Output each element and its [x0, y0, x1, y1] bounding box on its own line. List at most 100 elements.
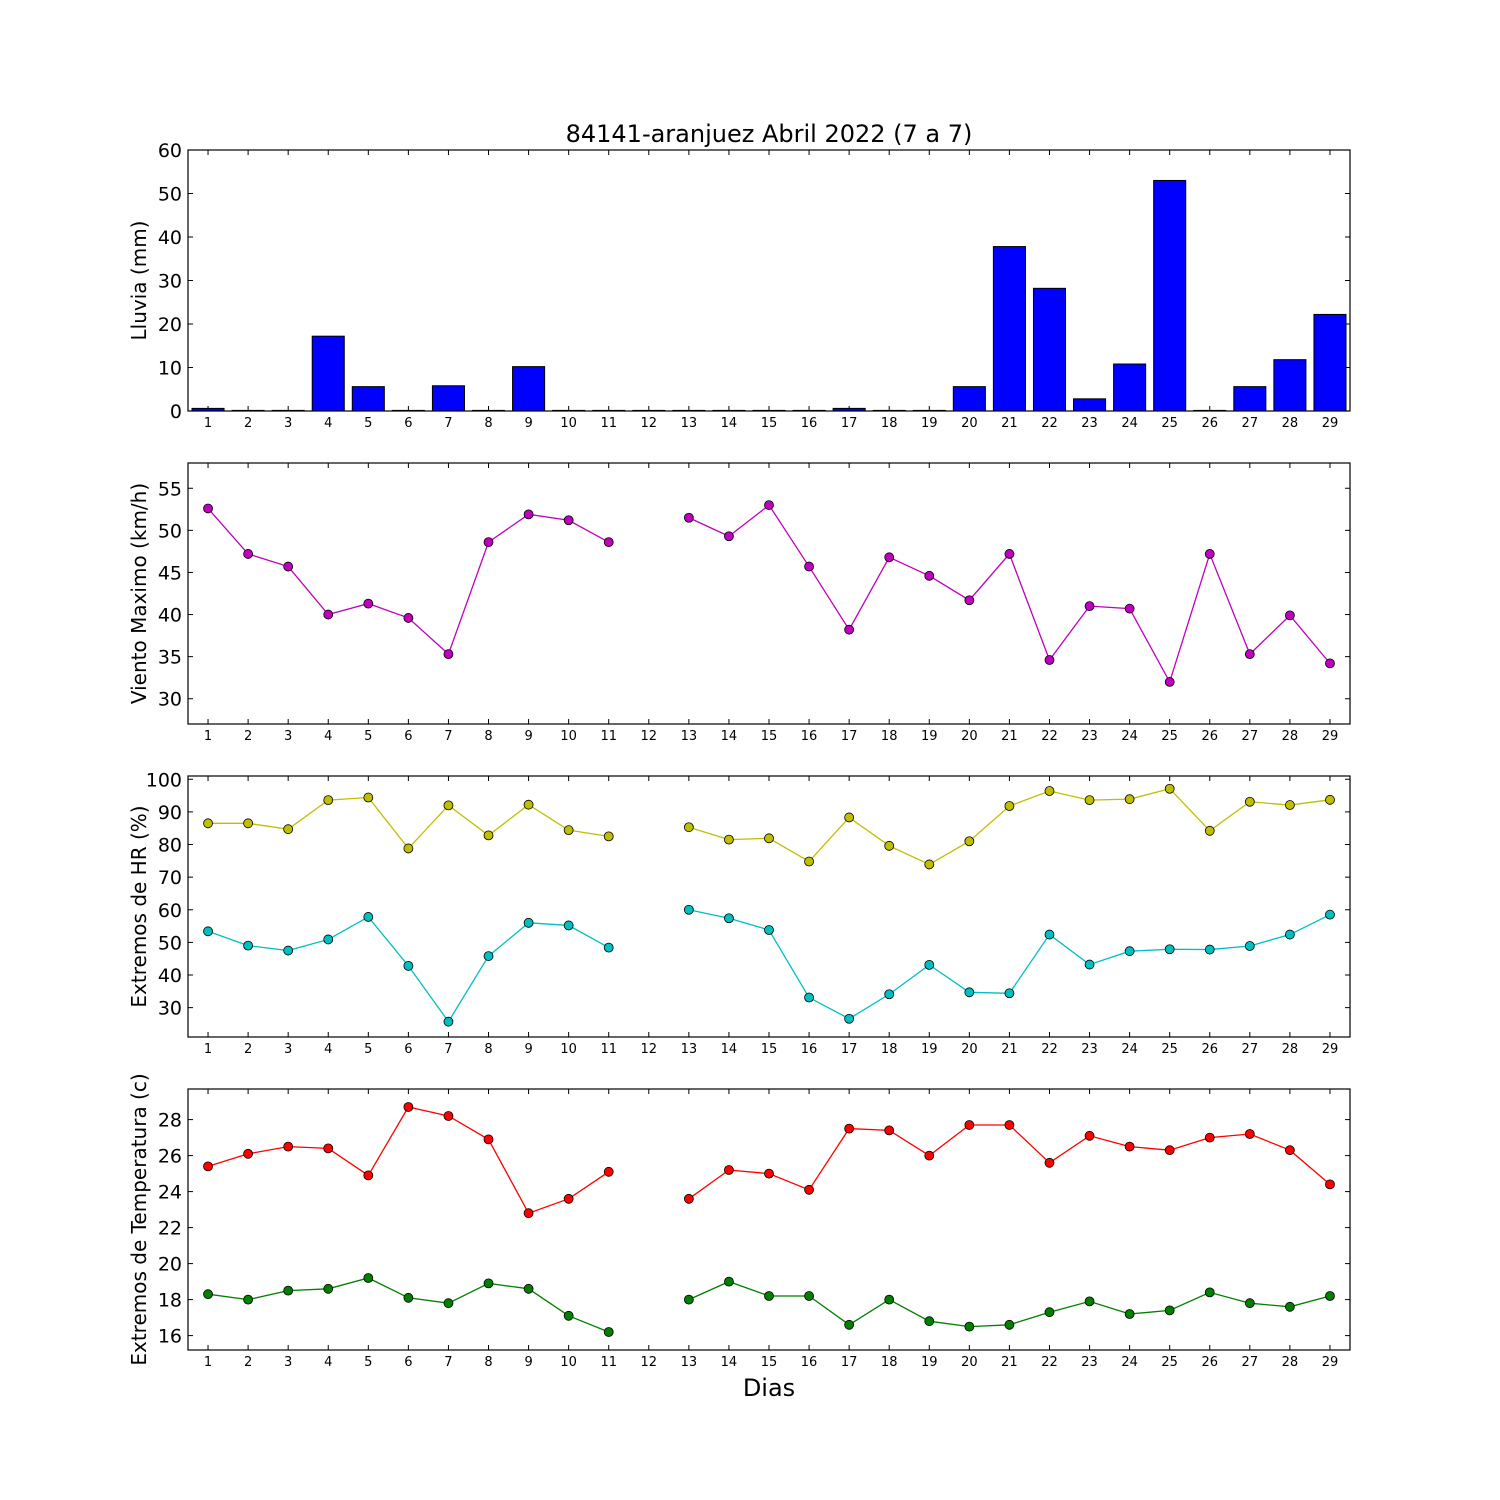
plot-frame: [187, 775, 1351, 1038]
y-tick-label: 50: [158, 184, 182, 206]
data-point: [323, 795, 334, 806]
data-point: [283, 824, 294, 835]
x-tick-label: 22: [1041, 1042, 1058, 1057]
data-point: [1284, 1145, 1295, 1156]
data-point: [603, 1327, 614, 1337]
rain-bar: [231, 409, 265, 412]
data-point: [1004, 1120, 1015, 1130]
x-tick-label: 17: [841, 1355, 858, 1370]
data-point: [203, 818, 213, 829]
data-point: [1044, 786, 1055, 796]
data-point: [804, 992, 814, 1003]
y-tick-label: 24: [158, 1182, 182, 1204]
x-tick-label: 27: [1242, 729, 1259, 744]
series-line: [207, 1106, 610, 1215]
x-tick-label: 16: [801, 1355, 818, 1370]
x-tick-label: 23: [1081, 729, 1098, 744]
data-point: [523, 799, 534, 810]
data-point: [764, 833, 774, 844]
data-point: [1204, 549, 1215, 559]
data-point: [1244, 1129, 1255, 1139]
data-point: [964, 595, 975, 606]
x-tick-label: 16: [801, 729, 818, 744]
rain-bar: [391, 409, 425, 412]
rain-bar: [191, 407, 225, 412]
data-point: [483, 1134, 494, 1145]
data-point: [483, 1278, 494, 1289]
data-point: [683, 904, 694, 915]
data-point: [323, 609, 334, 620]
data-point: [323, 1283, 334, 1294]
x-tick-label: 4: [324, 416, 332, 431]
data-point: [1164, 1305, 1175, 1316]
data-point: [443, 800, 454, 811]
x-tick-label: 26: [1201, 729, 1218, 744]
x-tick-label: 22: [1041, 729, 1058, 744]
data-point: [1325, 658, 1335, 669]
data-point: [523, 1283, 534, 1294]
rain-bar: [872, 409, 906, 412]
data-point: [1084, 1130, 1095, 1141]
y-axis-label: Extremos de HR (%): [127, 805, 151, 1007]
y-tick-label: 30: [158, 998, 182, 1020]
x-tick-label: 5: [364, 416, 372, 431]
x-tick-label: 4: [324, 1042, 332, 1057]
x-tick-label: 14: [721, 1042, 738, 1057]
data-point: [563, 1193, 574, 1204]
rain-bar: [1032, 287, 1067, 412]
data-point: [603, 1166, 614, 1177]
x-tick-label: 27: [1242, 1355, 1259, 1370]
data-point: [1084, 795, 1095, 806]
data-point: [1124, 603, 1135, 614]
data-point: [724, 913, 734, 924]
data-point: [443, 1111, 454, 1121]
data-point: [844, 1013, 855, 1024]
y-tick-label: 90: [158, 802, 182, 824]
data-point: [243, 1294, 254, 1305]
data-point: [203, 926, 213, 937]
x-tick-label: 22: [1041, 1355, 1058, 1370]
data-point: [1244, 796, 1255, 807]
data-point: [683, 1294, 694, 1305]
x-tick-label: 9: [524, 1042, 532, 1057]
data-point: [844, 1319, 855, 1330]
data-point: [1084, 601, 1095, 612]
rain-bar: [512, 366, 546, 412]
x-tick-label: 18: [881, 1355, 898, 1370]
x-tick-label: 12: [641, 729, 658, 744]
rain-bar: [752, 409, 786, 412]
x-tick-label: 13: [681, 1355, 698, 1370]
x-tick-label: 17: [841, 416, 858, 431]
data-point: [603, 942, 614, 953]
series-line: [688, 909, 1331, 1020]
x-tick-label: 3: [284, 1355, 292, 1370]
data-point: [844, 624, 855, 635]
data-point: [323, 934, 334, 945]
x-tick-label: 19: [921, 1042, 938, 1057]
data-point: [804, 1291, 814, 1301]
y-tick-label: 60: [158, 140, 182, 162]
y-tick-label: 60: [158, 900, 182, 922]
data-point: [563, 920, 574, 931]
data-point: [724, 1276, 734, 1287]
rain-bar: [672, 409, 706, 412]
y-tick-label: 55: [158, 478, 182, 500]
x-tick-label: 14: [721, 1355, 738, 1370]
data-point: [363, 792, 374, 803]
data-point: [1325, 1291, 1335, 1301]
data-point: [523, 1208, 534, 1219]
data-point: [1044, 1157, 1055, 1168]
x-tick-label: 25: [1161, 1355, 1178, 1370]
x-tick-label: 25: [1161, 729, 1178, 744]
x-tick-label: 22: [1041, 416, 1058, 431]
x-tick-label: 21: [1001, 1042, 1018, 1057]
data-point: [563, 825, 574, 836]
rain-bar: [1073, 398, 1107, 412]
data-point: [724, 834, 734, 845]
x-tick-label: 27: [1242, 1042, 1259, 1057]
x-tick-label: 1: [204, 1042, 212, 1057]
x-tick-label: 2: [244, 416, 252, 431]
data-point: [1204, 825, 1215, 836]
rain-bar: [912, 409, 946, 412]
